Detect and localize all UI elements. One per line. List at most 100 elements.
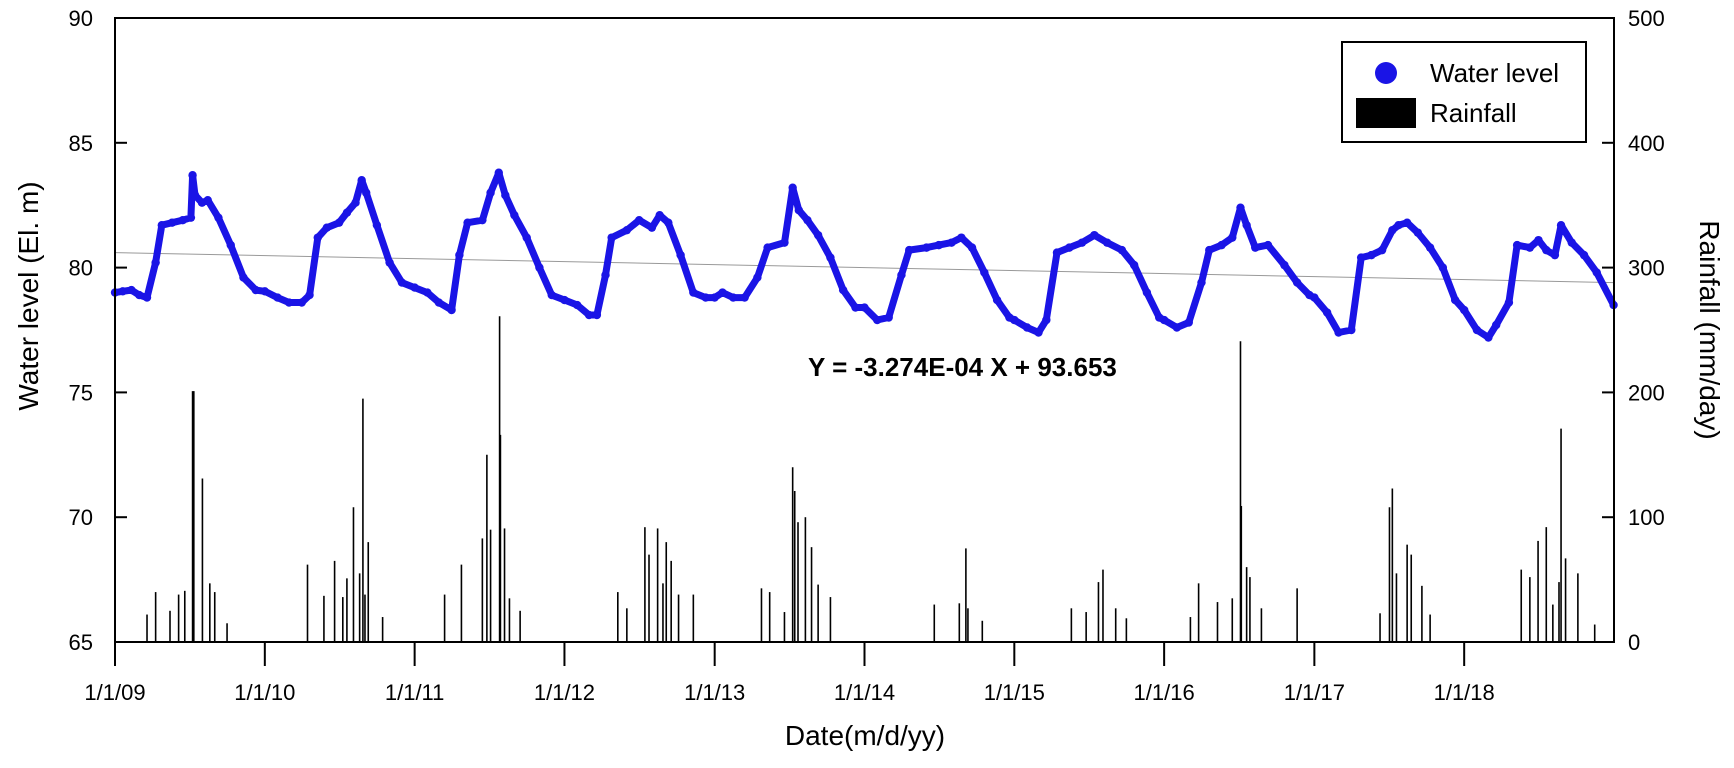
water-level-point [1394,220,1403,230]
water-level-point [740,293,749,302]
trendline-group [114,252,1615,284]
water-level-point [447,305,456,315]
x-tick-label: 1/1/13 [684,680,745,705]
water-level-point [1217,240,1226,250]
water-level-point [1450,295,1460,305]
y-left-tick-label: 75 [69,380,93,405]
water-level-point [151,258,160,267]
water-level-point [753,273,762,282]
y-left-tick-label: 70 [69,505,93,530]
trendline [114,252,1615,284]
y-axis-right-title: Rainfall (mm/day) [1694,220,1725,439]
water-level-point [135,290,144,300]
y-left-tick-label: 85 [69,131,93,156]
water-level-point [922,243,931,252]
water-level-point [362,188,371,197]
x-tick-label: 1/1/16 [1134,680,1195,705]
water-level-point [423,288,432,297]
water-level-point [1402,218,1412,227]
water-level-point [813,230,823,240]
water-level-point [851,303,860,312]
water-level-point [1197,278,1206,287]
water-level-point [397,278,407,287]
water-level-point [203,196,212,205]
water-level-point [188,171,197,180]
water-level-point [1484,333,1493,342]
water-level-point [434,298,444,307]
water-level-point [718,288,727,297]
water-level-point [1090,230,1099,240]
water-level-point [592,310,602,320]
water-level-line [111,169,1618,341]
water-level-point [260,287,270,296]
water-level-point [1263,240,1273,250]
water-level-point [1534,235,1543,245]
water-level-point [1556,220,1566,230]
water-level-point [501,191,510,200]
water-level-point [1472,325,1482,335]
trendline-equation: Y = -3.274E-04 X + 93.653 [808,352,1117,382]
water-level-point [478,215,487,225]
legend: Water level Rainfall [1341,41,1587,143]
x-tick-label: 1/1/14 [834,680,895,705]
water-level-point [560,295,569,305]
water-level-point [1425,243,1435,252]
y-right-tick-label: 0 [1628,630,1640,655]
x-axis-title: Date(m/d/yy) [785,720,945,751]
water-level-point [226,240,235,250]
water-level-point [351,198,360,207]
water-level-point [297,298,306,307]
water-level-point [1172,323,1182,332]
water-level-point [494,168,503,177]
water-level-point [214,213,223,222]
water-level-point [710,293,719,302]
y-left-tick-label: 80 [69,256,93,281]
water-level-point [980,268,989,277]
water-level-point [1251,243,1260,252]
water-level-point [676,250,685,260]
y-right-tick-label: 200 [1628,380,1665,405]
water-level-point [1184,318,1193,327]
water-level-point [992,295,1002,305]
water-level-point [313,233,322,242]
water-level-point [701,293,710,302]
water-level-point [1010,315,1019,325]
y-right-tick-label: 300 [1628,256,1665,281]
water-level-point [463,218,472,227]
y-right-tick-label: 400 [1628,131,1665,156]
water-level-point [1322,308,1332,317]
water-level-point [1292,278,1302,287]
legend-rainfall-marker [1356,98,1416,128]
water-level-point [664,218,673,227]
y-right-tick-label: 500 [1628,6,1665,31]
water-level-point [957,233,966,242]
x-tick-label: 1/1/17 [1284,680,1345,705]
water-level-series [110,168,1618,342]
water-level-point [1567,238,1576,247]
x-tick-label: 1/1/15 [984,680,1045,705]
water-level-point [522,233,531,242]
water-level-point [873,315,882,325]
water-level-point [142,293,152,302]
water-level-point [584,310,594,320]
water-level-point [1356,253,1366,262]
water-level-point [1542,245,1551,255]
water-level-point [1367,250,1376,260]
water-level-point [634,215,644,225]
water-level-point [1310,293,1319,302]
water-level-point [1129,260,1139,270]
water-level-point [967,243,977,252]
water-level-point [884,313,893,322]
legend-water-level-label: Water level [1430,58,1559,88]
water-level-point [788,183,797,192]
y-left-tick-label: 65 [69,630,93,655]
water-level-point [647,223,657,232]
water-level-point [186,213,196,222]
water-level-point [510,210,519,220]
legend-water-level-marker [1375,62,1397,84]
water-level-point [780,238,789,247]
axes: 65 70 75 80 85 90 0 100 200 300 400 500 1/1/09 1/1/10… [69,6,1665,705]
water-level-point [1022,323,1032,332]
